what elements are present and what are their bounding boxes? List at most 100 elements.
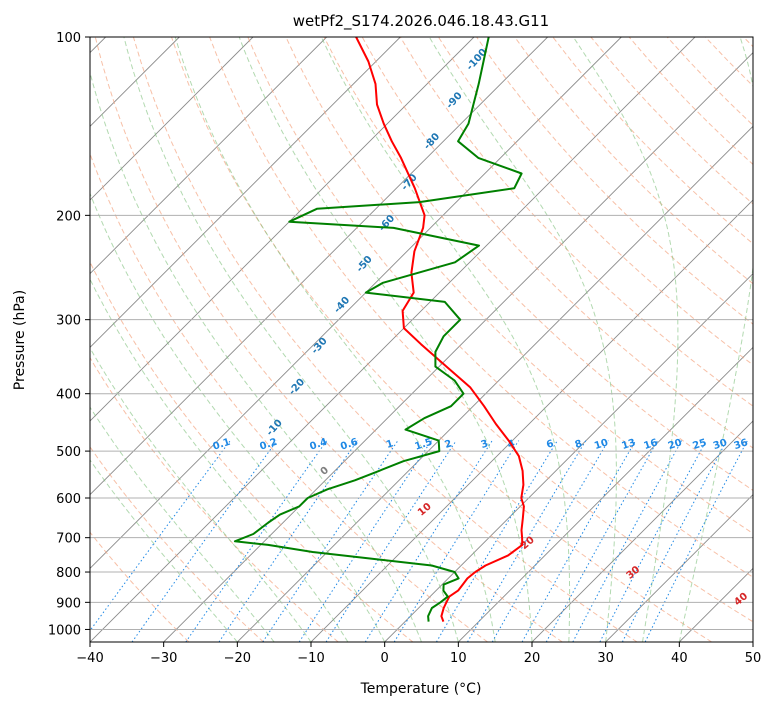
moist-adiabat-label: -40 bbox=[332, 295, 352, 316]
mixing-ratio-line bbox=[185, 440, 328, 642]
x-tick-label: 10 bbox=[450, 651, 467, 666]
mixing-ratio-label: 16 bbox=[643, 437, 660, 452]
chart-title: wetPf2_S174.2026.046.18.43.G11 bbox=[293, 12, 549, 31]
mixing-ratio-line bbox=[393, 440, 520, 642]
mixing-ratio-line bbox=[298, 440, 432, 642]
dry-adiabat-line bbox=[514, 37, 753, 285]
x-tick-label: −40 bbox=[76, 651, 103, 666]
dry-adiabat-label: 10 bbox=[416, 501, 434, 518]
mixing-ratio-line bbox=[599, 440, 707, 642]
x-tick-label: −30 bbox=[150, 651, 177, 666]
mixing-ratio-label: 1.5 bbox=[414, 437, 434, 453]
mixing-ratio-label: 25 bbox=[691, 437, 708, 452]
dry-adiabat-line bbox=[94, 37, 563, 642]
mixing-ratio-line bbox=[90, 440, 231, 632]
mixing-ratio-label: 30 bbox=[712, 437, 729, 452]
dewpoint-profile-line bbox=[233, 37, 523, 622]
dry-adiabat-line bbox=[743, 37, 753, 48]
dry-adiabat-line bbox=[132, 37, 638, 642]
mixing-ratio-label: 0.2 bbox=[258, 437, 278, 453]
y-axis-label: Pressure (hPa) bbox=[12, 290, 28, 390]
moist-adiabat-line bbox=[678, 37, 753, 642]
mixing-ratio-label: 6 bbox=[545, 438, 555, 451]
moist-adiabat-line bbox=[123, 37, 459, 642]
plot-frame bbox=[89, 36, 754, 643]
x-tick-label: 0 bbox=[381, 651, 389, 666]
moist-adiabat-line bbox=[572, 37, 679, 642]
mixing-ratio-label: 36 bbox=[733, 437, 750, 452]
mixing-ratio-line bbox=[545, 440, 659, 642]
isotherm-line bbox=[752, 641, 753, 642]
isotherm-line bbox=[90, 37, 548, 496]
mixing-ratio-label: 20 bbox=[667, 437, 684, 452]
y-tick-label: 500 bbox=[56, 445, 81, 460]
dry-adiabat-line bbox=[590, 37, 753, 205]
y-tick-label: 400 bbox=[56, 388, 81, 403]
moist-adiabat-line bbox=[174, 37, 496, 642]
dry-adiabat-line bbox=[399, 37, 753, 407]
isotherm-line bbox=[679, 567, 753, 642]
dry-adiabat-line bbox=[247, 37, 753, 578]
dry-adiabat-line bbox=[90, 531, 190, 642]
isotherm-line bbox=[90, 37, 327, 275]
moist-adiabat-label: -50 bbox=[355, 254, 375, 275]
isotherm-line bbox=[531, 420, 753, 642]
dry-adiabat-label: 40 bbox=[732, 591, 750, 608]
mixing-ratio-line bbox=[572, 440, 683, 642]
y-tick-label: 600 bbox=[56, 492, 81, 507]
moist-adiabat-line bbox=[90, 70, 422, 642]
x-tick-label: 30 bbox=[597, 651, 614, 666]
dry-adiabat-line bbox=[361, 37, 753, 449]
isotherm-line bbox=[605, 494, 753, 642]
mixing-ratio-label: 13 bbox=[620, 437, 637, 452]
y-tick-label: 800 bbox=[56, 566, 81, 581]
y-tick-label: 700 bbox=[56, 532, 81, 547]
mixing-ratio-label: 1 bbox=[385, 438, 395, 451]
moist-adiabat-label: -30 bbox=[310, 336, 330, 357]
mixing-ratio-line bbox=[435, 440, 558, 642]
mixing-ratio-label: 8 bbox=[574, 438, 584, 451]
mixing-ratio-line bbox=[364, 440, 493, 642]
mixing-ratio-line bbox=[467, 440, 587, 642]
mixing-ratio-label: 0.6 bbox=[339, 437, 359, 453]
moist-adiabat-label: -60 bbox=[377, 213, 397, 234]
x-tick-label: 40 bbox=[671, 651, 688, 666]
y-tick-label: 1000 bbox=[48, 623, 81, 638]
isotherm-line bbox=[90, 37, 475, 422]
dry-adiabat-line bbox=[90, 260, 414, 642]
mixing-ratio-line bbox=[325, 440, 457, 642]
isotherm-line bbox=[163, 52, 753, 642]
mixing-ratio-line bbox=[644, 440, 748, 642]
mixing-ratio-line bbox=[131, 440, 278, 642]
dry-adiabat-line bbox=[90, 356, 339, 642]
mixing-ratio-label: 3 bbox=[480, 438, 490, 451]
x-tick-label: 20 bbox=[524, 651, 541, 666]
mixing-ratio-label: 0.4 bbox=[308, 437, 328, 453]
moist-adiabat-label: -90 bbox=[444, 90, 464, 111]
x-tick-label: −10 bbox=[297, 651, 324, 666]
moist-adiabat-line bbox=[90, 192, 386, 642]
isotherm-line bbox=[90, 37, 401, 348]
mixing-ratio-label: 10 bbox=[593, 437, 610, 452]
isotherm-line bbox=[90, 37, 254, 201]
moist-adiabat-label: -80 bbox=[422, 131, 442, 152]
dry-adiabat-line bbox=[90, 152, 488, 642]
mixing-ratio-label: 2 bbox=[443, 438, 453, 451]
moist-adiabat-line bbox=[320, 37, 571, 642]
x-axis-label: Temperature (°C) bbox=[360, 681, 482, 697]
y-tick-label: 900 bbox=[56, 596, 81, 611]
moist-adiabat-line bbox=[90, 406, 275, 642]
isotherm-line bbox=[310, 199, 753, 642]
moist-adiabat-line bbox=[90, 459, 238, 642]
isotherm-line bbox=[90, 37, 622, 569]
dry-adiabat-line bbox=[285, 37, 753, 535]
mixing-ratio-line bbox=[621, 440, 728, 642]
isotherm-line bbox=[237, 125, 753, 642]
y-tick-label: 200 bbox=[56, 209, 81, 224]
isotherm-line bbox=[90, 37, 696, 642]
y-tick-label: 100 bbox=[56, 31, 81, 46]
moist-adiabat-line bbox=[90, 278, 349, 642]
x-tick-label: 50 bbox=[745, 651, 762, 666]
dry-adiabat-label: 30 bbox=[625, 564, 643, 581]
